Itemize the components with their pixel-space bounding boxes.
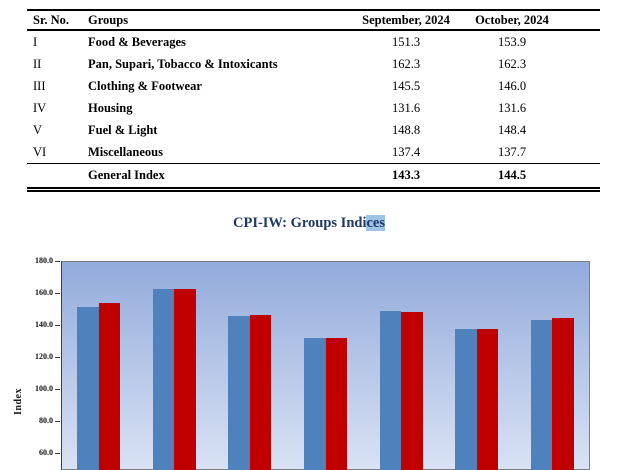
row-sr-no: III xyxy=(33,79,46,93)
footer-sr-cell xyxy=(27,164,85,187)
y-tick-label: 100.0 xyxy=(35,384,53,393)
row-group-name: Food & Beverages xyxy=(88,35,186,49)
row-filler xyxy=(562,141,600,163)
chart-title-highlighted-text: ces xyxy=(366,215,385,231)
row-september-value: 131.6 xyxy=(391,101,421,115)
table-row: I Food & Beverages 151.3 153.9 xyxy=(27,31,600,53)
row-group-name: Pan, Supari, Tobacco & Intoxicants xyxy=(88,57,278,71)
y-tick-mark xyxy=(55,261,60,262)
row-sr-no: V xyxy=(33,123,43,137)
row-filler xyxy=(562,119,600,141)
row-sr-no: VI xyxy=(33,145,47,159)
row-sr-no: I xyxy=(33,35,38,49)
bar-september xyxy=(530,319,553,470)
bar-october xyxy=(401,311,423,470)
table-row: IV Housing 131.6 131.6 xyxy=(27,97,600,119)
bar-october xyxy=(98,302,121,470)
row-group-name: Fuel & Light xyxy=(88,123,158,137)
row-group-name: Clothing & Footwear xyxy=(88,79,202,93)
row-filler xyxy=(562,97,600,119)
column-header-groups: Groups xyxy=(88,13,129,27)
bar-october xyxy=(476,328,499,470)
row-september-value: 162.3 xyxy=(391,57,421,71)
bar-october xyxy=(325,338,347,470)
row-october-value: 153.9 xyxy=(497,35,527,49)
y-tick-mark xyxy=(55,453,60,454)
y-tick-mark xyxy=(55,325,60,326)
row-sr-no: II xyxy=(33,57,42,71)
bar-october xyxy=(552,317,574,470)
bar-september xyxy=(304,338,326,470)
cpi-groups-table: Sr. No. Groups September, 2024 October, … xyxy=(27,9,600,192)
row-october-value: 162.3 xyxy=(497,57,527,71)
row-september-value: 145.5 xyxy=(391,79,421,93)
y-tick-label: 60.0 xyxy=(39,448,53,457)
row-filler xyxy=(562,31,600,53)
footer-group-label: General Index xyxy=(88,168,165,182)
row-september-value: 148.8 xyxy=(391,123,421,137)
row-sr-no: IV xyxy=(33,101,47,115)
column-header-sr-no: Sr. No. xyxy=(33,13,70,27)
row-group-name: Miscellaneous xyxy=(88,145,163,159)
bar-september xyxy=(379,310,402,470)
y-tick-mark xyxy=(55,357,60,358)
bar-september xyxy=(455,329,477,470)
bar-september xyxy=(77,306,99,470)
table-row: V Fuel & Light 148.8 148.4 xyxy=(27,119,600,141)
y-tick-mark xyxy=(55,421,60,422)
table-header-row: Sr. No. Groups September, 2024 October, … xyxy=(27,11,600,31)
table-body: I Food & Beverages 151.3 153.9 II Pan, Supari… xyxy=(27,31,600,163)
y-tick-label: 80.0 xyxy=(39,416,53,425)
y-tick-mark xyxy=(55,293,60,294)
footer-october-value: 144.5 xyxy=(497,168,527,182)
row-group-name: Housing xyxy=(88,101,133,115)
row-october-value: 146.0 xyxy=(497,79,527,93)
chart-title: CPI-IW: Groups Indices xyxy=(0,213,622,233)
table-row: VI Miscellaneous 137.4 137.7 xyxy=(27,141,600,163)
column-header-september: September, 2024 xyxy=(362,13,450,27)
row-september-value: 151.3 xyxy=(391,35,421,49)
bar-september xyxy=(228,316,250,470)
table-footer-row: General Index 143.3 144.5 xyxy=(27,163,600,187)
row-october-value: 148.4 xyxy=(497,123,527,137)
y-tick-label: 140.0 xyxy=(35,320,53,329)
y-tick-label: 180.0 xyxy=(35,256,53,265)
y-tick-label: 120.0 xyxy=(35,352,53,361)
y-tick-label: 160.0 xyxy=(35,288,53,297)
footer-filler xyxy=(562,164,600,187)
bar-october xyxy=(249,315,272,470)
chart-title-text: CPI-IW: Groups Indi xyxy=(232,215,367,231)
bar-october xyxy=(174,289,196,470)
row-october-value: 131.6 xyxy=(497,101,527,115)
footer-september-value: 143.3 xyxy=(391,168,421,182)
row-filler xyxy=(562,75,600,97)
header-filler xyxy=(562,11,600,29)
table-row: II Pan, Supari, Tobacco & Intoxicants 162.… xyxy=(27,53,600,75)
y-tick-mark xyxy=(55,389,60,390)
column-header-october: October, 2024 xyxy=(475,13,549,27)
row-october-value: 137.7 xyxy=(497,145,527,159)
row-filler xyxy=(562,53,600,75)
table-row: III Clothing & Footwear 145.5 146.0 xyxy=(27,75,600,97)
row-september-value: 137.4 xyxy=(391,145,421,159)
bar-september xyxy=(152,289,175,470)
